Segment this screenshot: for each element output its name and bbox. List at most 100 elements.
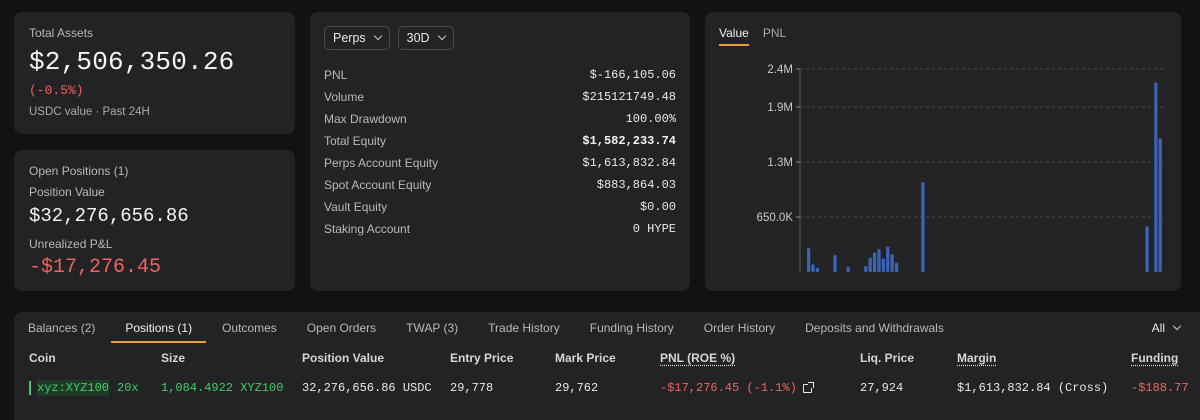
tab-order-history[interactable]: Order History (703, 320, 776, 335)
open-positions-title: Open Positions (1) (29, 164, 129, 178)
position-side-indicator (29, 381, 31, 395)
chart-bar (811, 264, 815, 272)
tab-twap[interactable]: TWAP (3) (406, 320, 459, 335)
share-external-icon[interactable] (802, 381, 814, 393)
stat-value: 100.00% (625, 112, 676, 126)
chart-bar (868, 257, 872, 272)
tab-deposits-withdrawals[interactable]: Deposits and Withdrawals (805, 320, 944, 335)
stat-row-volume: Volume $215121749.48 (324, 86, 676, 108)
range-select[interactable]: 30D (397, 26, 454, 50)
row-size: 1,084.4922 XYZ100 (161, 381, 284, 395)
unrealized-pnl-label: Unrealized P&L (29, 237, 113, 251)
chart-bar (881, 258, 886, 272)
chevron-down-icon (437, 31, 446, 41)
chevron-down-icon (1172, 321, 1182, 330)
col-coin[interactable]: Coin (29, 351, 56, 365)
stat-label: Total Equity (324, 134, 387, 148)
chart-bar (1154, 82, 1158, 273)
value-chart-card: 650.0K 1.3M 1.9M 2.4M Value PNL (705, 12, 1181, 291)
stat-label: Max Drawdown (324, 112, 407, 126)
col-funding[interactable]: Funding (1131, 351, 1179, 365)
col-size[interactable]: Size (161, 351, 186, 365)
y-tick-label: 1.3M (767, 157, 793, 169)
row-coin[interactable]: xyz:XYZ100 20x (29, 373, 139, 403)
positions-panel: Balances (2) Positions (1) Outcomes Open… (14, 312, 1200, 420)
tab-trade-history[interactable]: Trade History (488, 320, 560, 335)
stat-label: Perps Account Equity (324, 156, 439, 170)
col-entry-price[interactable]: Entry Price (450, 351, 514, 365)
stat-value: $1,613,832.84 (582, 156, 676, 170)
stat-row-max-drawdown: Max Drawdown 100.00% (324, 108, 676, 130)
stat-row-pnl: PNL $-166,105.06 (324, 64, 676, 86)
market-select[interactable]: Perps (324, 26, 390, 50)
stat-row-spot-equity: Spot Account Equity $883,864.03 (324, 174, 676, 196)
row-pnl: -$17,276.45 (-1.1%) (660, 373, 814, 403)
col-position-value[interactable]: Position Value (302, 351, 385, 365)
chart-bar (872, 252, 877, 272)
chart-bar (807, 248, 811, 272)
chart-bar (877, 249, 881, 272)
range-select-value: 30D (406, 31, 430, 45)
chart-bar (815, 267, 820, 272)
row-margin: $1,613,832.84 (Cross) (957, 381, 1109, 395)
chart-bar (846, 266, 850, 272)
chart-bar (1158, 138, 1162, 272)
stat-label: Staking Account (324, 222, 411, 236)
value-bar-chart: 650.0K 1.3M 1.9M 2.4M (757, 64, 1163, 273)
col-margin[interactable]: Margin (957, 351, 997, 365)
unrealized-pnl-value: -$17,276.45 (29, 256, 162, 279)
chart-tab-pnl[interactable]: PNL (762, 26, 787, 40)
leverage-badge: 20x (117, 381, 139, 395)
stat-label: Spot Account Equity (324, 178, 432, 192)
chart-bar (890, 254, 894, 272)
tab-positions[interactable]: Positions (1) (111, 312, 206, 343)
table-row[interactable]: xyz:XYZ100 20x 1,084.4922 XYZ100 32,276,… (14, 373, 1200, 403)
stat-value: $1,582,233.74 (582, 134, 676, 148)
tab-balances[interactable]: Balances (2) (28, 320, 96, 335)
market-select-value: Perps (333, 31, 366, 45)
stat-value: 0 HYPE (632, 222, 676, 236)
total-assets-sub: USDC value · Past 24H (29, 106, 150, 118)
total-assets-label: Total Assets (29, 26, 94, 40)
row-funding: -$188.77 (1131, 381, 1189, 395)
position-value-label: Position Value (29, 185, 105, 199)
chart-bar (1145, 226, 1149, 272)
stat-label: Vault Equity (324, 200, 388, 214)
total-assets-card: Total Assets $2,506,350.26 (-0.5%) USDC … (14, 12, 295, 134)
row-mark-price: 29,762 (555, 381, 599, 395)
open-positions-card: Open Positions (1) Position Value $32,27… (14, 150, 295, 291)
account-stats-card: Perps 30D PNL $-166,105.06 Volume $21512… (310, 12, 690, 291)
stat-row-vault-equity: Vault Equity $0.00 (324, 196, 676, 218)
total-assets-value: $2,506,350.26 (29, 47, 235, 77)
stat-row-staking: Staking Account 0 HYPE (324, 218, 676, 240)
bottom-tab-bar: Balances (2) Positions (1) Outcomes Open… (14, 312, 1200, 343)
stat-value: $883,864.03 (596, 178, 676, 192)
stat-label: PNL (324, 68, 348, 82)
filter-select[interactable]: All (1151, 320, 1182, 335)
y-tick-label: 1.9M (767, 102, 793, 114)
stat-row-total-equity: Total Equity $1,582,233.74 (324, 130, 676, 152)
stat-label: Volume (324, 90, 365, 104)
y-tick-label: 2.4M (767, 64, 793, 76)
y-tick-label: 650.0K (757, 212, 794, 224)
row-liq-price: 27,924 (860, 381, 904, 395)
col-mark-price[interactable]: Mark Price (555, 351, 616, 365)
chart-bar (833, 255, 837, 272)
row-entry-price: 29,778 (450, 381, 494, 395)
chevron-down-icon (373, 31, 382, 41)
coin-name: xyz:XYZ100 (37, 380, 110, 396)
tab-open-orders[interactable]: Open Orders (306, 320, 377, 335)
col-liq-price[interactable]: Liq. Price (860, 351, 915, 365)
chart-bar (921, 182, 925, 272)
row-pnl-value: -$17,276.45 (-1.1%) (660, 381, 797, 395)
chart-tab-value[interactable]: Value (719, 26, 749, 46)
position-value: $32,276,656.86 (29, 205, 189, 227)
col-pnl[interactable]: PNL (ROE %) (660, 351, 736, 365)
filter-select-value: All (1151, 320, 1165, 335)
tab-funding-history[interactable]: Funding History (589, 320, 674, 335)
total-assets-change: (-0.5%) (29, 83, 84, 98)
stat-value: $215121749.48 (582, 90, 676, 104)
stat-value: $0.00 (639, 200, 676, 214)
stat-row-perps-equity: Perps Account Equity $1,613,832.84 (324, 152, 676, 174)
tab-outcomes[interactable]: Outcomes (222, 320, 277, 335)
